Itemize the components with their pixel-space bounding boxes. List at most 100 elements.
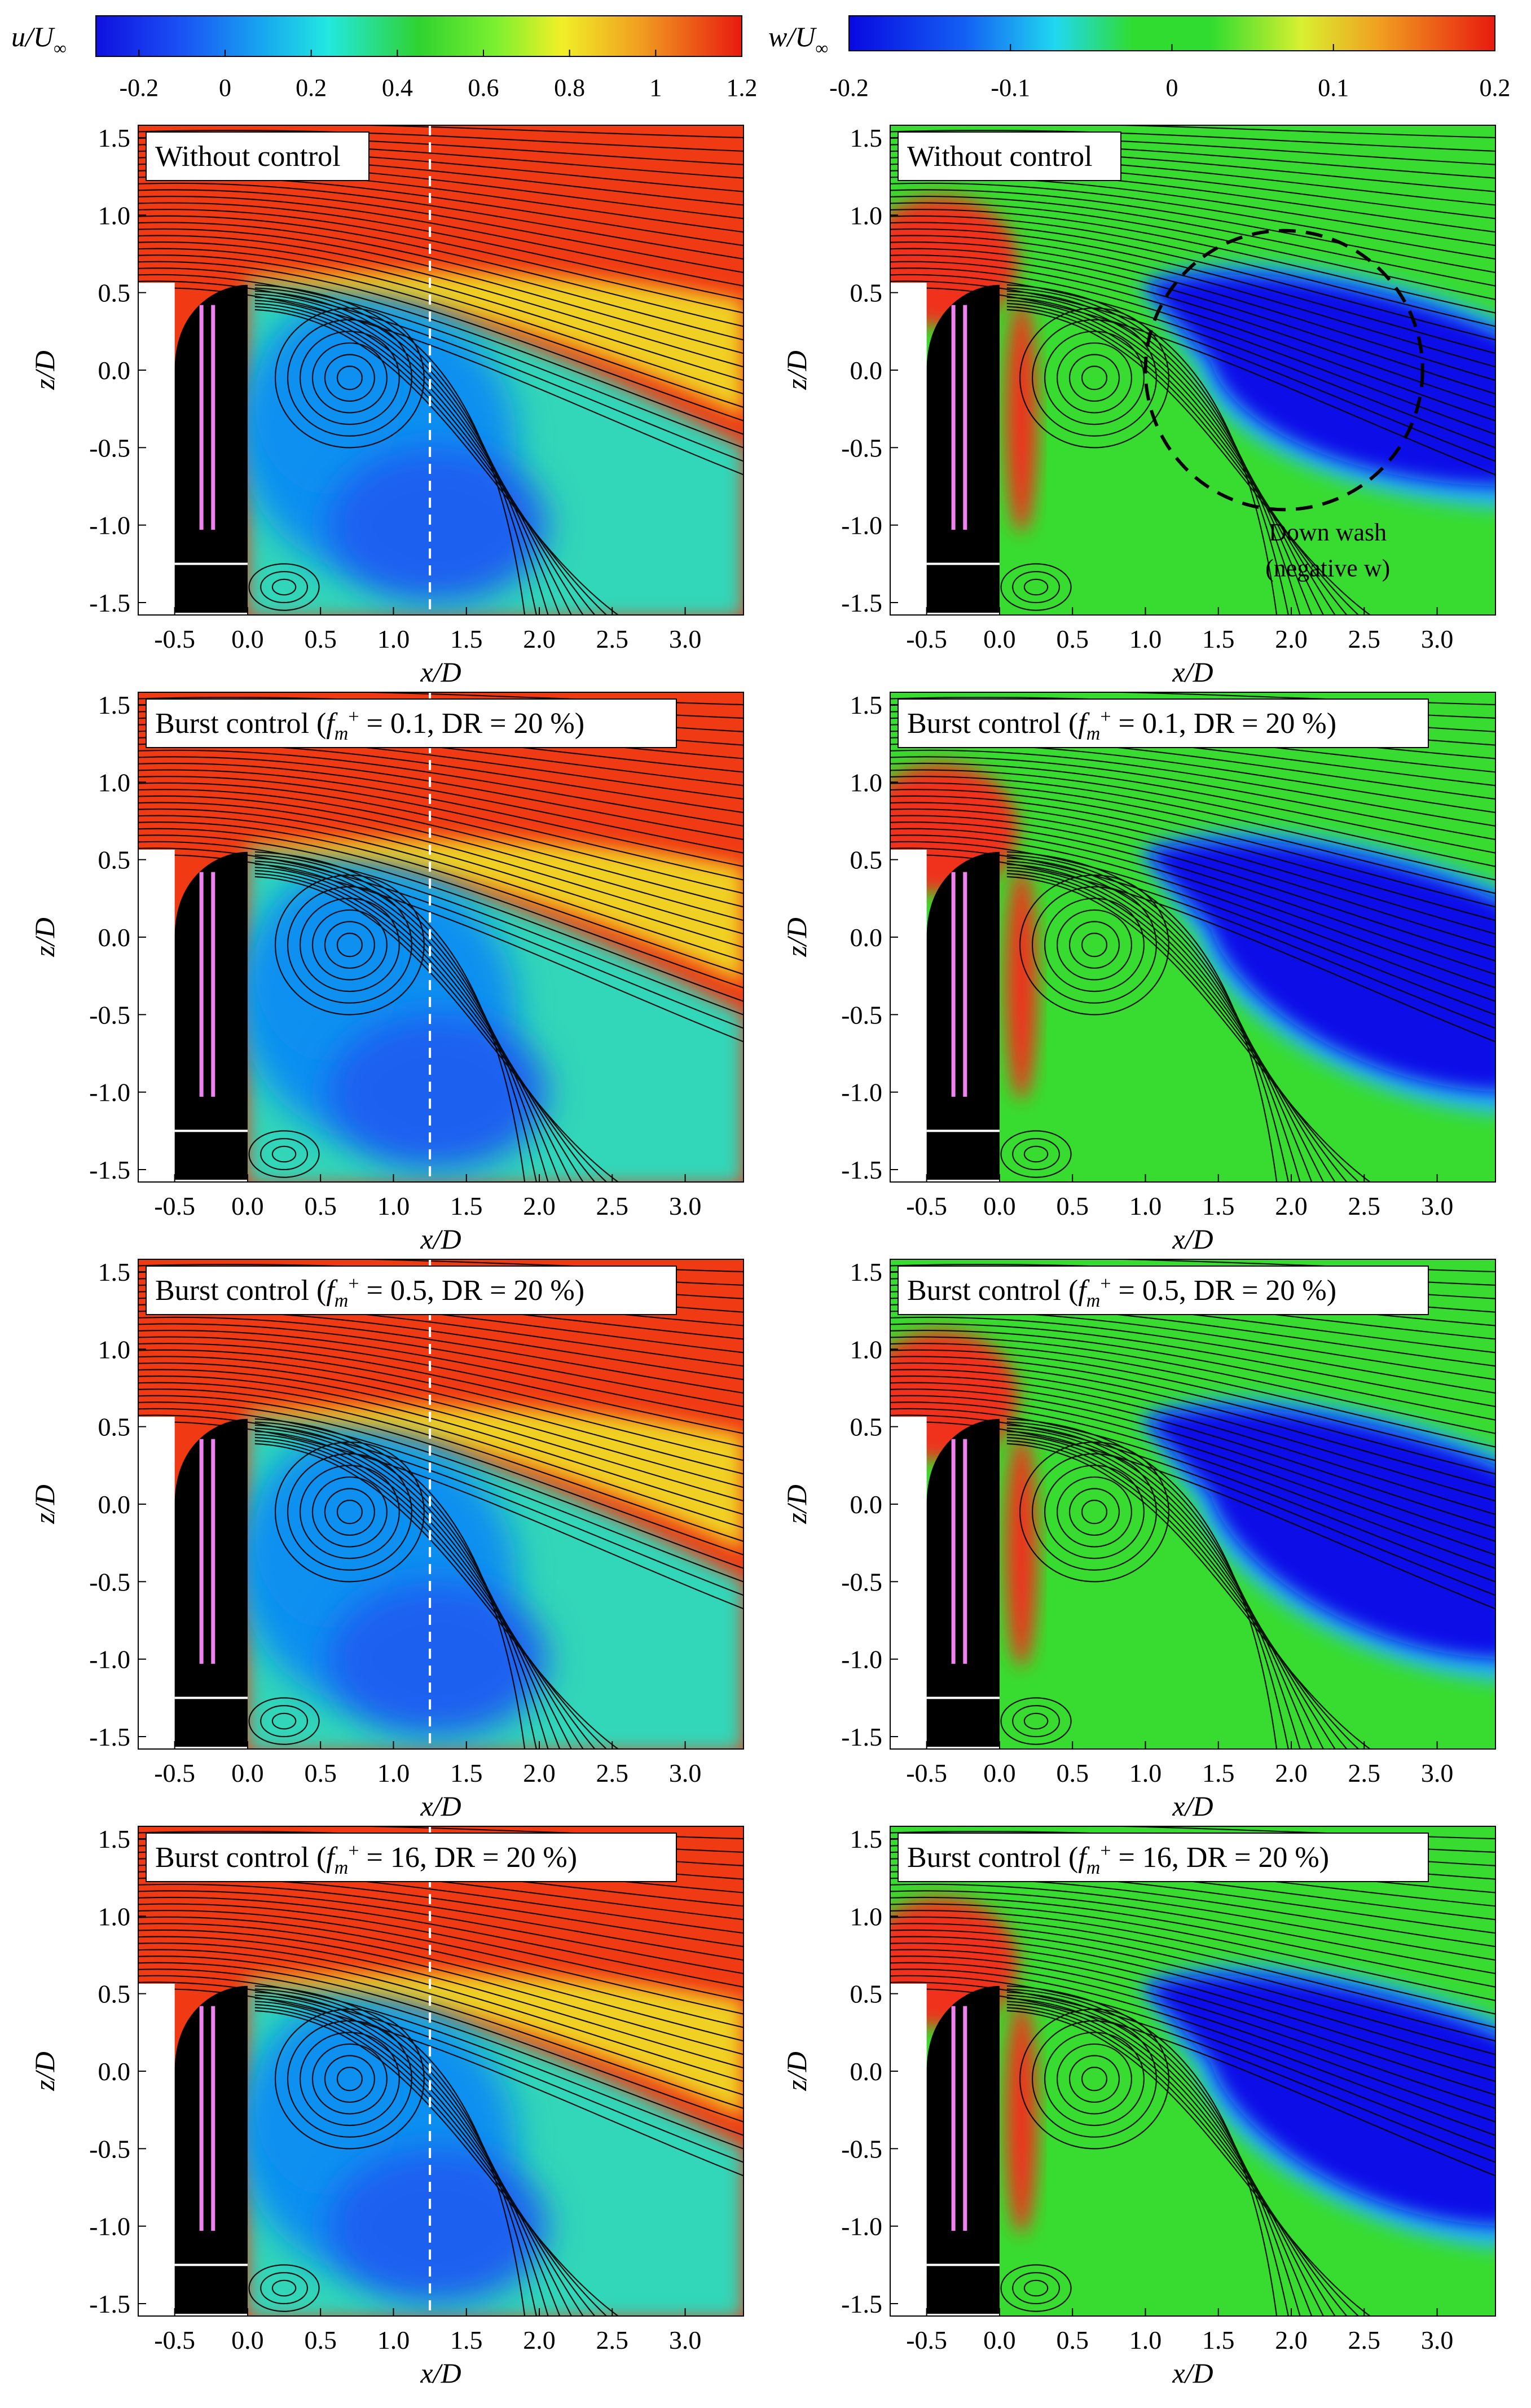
streamline <box>138 828 743 988</box>
streamline <box>890 815 1495 962</box>
streamline <box>254 1424 549 1749</box>
panel-title-text: Burst control (fm+ = 0.1, DR = 20 %) <box>155 706 584 744</box>
streamline <box>138 215 743 327</box>
actuator-strip <box>199 305 204 530</box>
streamline <box>138 1362 743 1488</box>
streamline <box>890 1388 1495 1542</box>
colorbar-w: w/U∞-0.2 -0.1 0 0.1 0.2 <box>768 15 1511 102</box>
x-tick-label: 2.0 <box>1275 1759 1308 1787</box>
vortex-streamline <box>1031 1453 1157 1571</box>
downwash-circle <box>1143 229 1424 512</box>
masked-floor <box>926 1180 1000 1182</box>
streamline <box>138 749 743 827</box>
corner-vortex-streamline <box>248 1697 320 1745</box>
streamline <box>1006 287 1289 615</box>
panel-title-text: Burst control (fm+ = 0.1, DR = 20 %) <box>907 706 1336 744</box>
y-tick-label: 1.0 <box>850 768 883 797</box>
vortex-streamline <box>1019 307 1169 449</box>
y-tick-label: 0.0 <box>850 1490 883 1519</box>
y-tick-label: -1.5 <box>89 2290 130 2318</box>
streamline <box>890 1890 1495 1975</box>
corner-vortex-streamline <box>260 570 309 604</box>
masked-region <box>890 1983 927 2316</box>
y-tick-label: 1.0 <box>98 768 131 797</box>
upwash-rear-region <box>1005 300 1037 533</box>
streamline <box>1006 1443 1371 1749</box>
x-tick-label: -0.5 <box>154 2326 195 2354</box>
streamline <box>254 1440 607 1749</box>
panel-title-text: Burst control (fm+ = 0.5, DR = 20 %) <box>907 1273 1336 1311</box>
x-axis-label: x/D <box>420 1223 461 1255</box>
x-tick-label: 1.0 <box>1129 1759 1162 1787</box>
field-u <box>138 692 743 1182</box>
x-tick-label: 1.0 <box>1129 2326 1162 2354</box>
vortex-streamline <box>1044 1465 1145 1559</box>
streamline <box>1006 2003 1348 2316</box>
actuator-strip <box>211 2006 215 2231</box>
streamline <box>138 254 743 408</box>
annotation-downwash: Down wash <box>1269 518 1387 546</box>
actuator-strip <box>951 872 956 1097</box>
x-tick-label: 0.5 <box>304 625 337 653</box>
vortex-core-region <box>254 1442 401 1628</box>
streamline <box>890 280 1495 462</box>
panel-w-row3: -0.5 0.0 0.5 1.0 1.5 2.0 2.5 3.0 1.5 1.0 0.5 0.0 -0.… <box>781 1825 1496 2389</box>
y-tick-label: -0.5 <box>89 1000 130 1029</box>
y-tick-label: -1.0 <box>841 1078 882 1107</box>
streamline <box>138 756 743 841</box>
x-tick-label: -0.5 <box>154 1759 195 1787</box>
streamline <box>254 851 526 1182</box>
streamline <box>890 834 1495 1002</box>
colorbar-tick-label: 0.6 <box>468 74 499 102</box>
panel-title-box <box>898 1833 1429 1882</box>
colorbar-label: w/U∞ <box>768 21 828 58</box>
x-tick-label: 2.0 <box>523 625 556 653</box>
streamline <box>890 808 1495 948</box>
y-axis-label: z/D <box>781 350 812 390</box>
colorbar-label: u/U∞ <box>11 21 67 58</box>
streamline <box>138 1929 743 2055</box>
x-tick-label: 0.5 <box>304 1192 337 1220</box>
streamline <box>890 1336 1495 1434</box>
y-tick-label: -1.0 <box>841 1645 882 1674</box>
y-tick-label: 0.5 <box>850 279 883 307</box>
streamline <box>890 1949 1495 2096</box>
y-tick-label: -1.0 <box>89 511 130 540</box>
x-tick-label: 3.0 <box>1421 1759 1454 1787</box>
x-axis-label: x/D <box>1172 1790 1213 1822</box>
x-tick-label: 2.5 <box>596 1192 629 1220</box>
vortex-streamline <box>274 307 425 449</box>
streamline <box>254 876 619 1182</box>
streamline <box>138 1923 743 2042</box>
streamline <box>254 1988 537 2316</box>
streamline <box>1006 854 1289 1182</box>
y-tick-label: 1.5 <box>98 124 131 152</box>
y-tick-label: 1.0 <box>850 1335 883 1364</box>
colorbar-tick-label: 0 <box>219 74 231 102</box>
shear-layer <box>247 1406 743 1551</box>
panel-title-box <box>898 131 1121 181</box>
y-tick-label: -1.5 <box>89 588 130 617</box>
streamline <box>1006 293 1313 615</box>
colorbar-tick-label: 1.2 <box>727 74 758 102</box>
panel-title-box <box>146 1265 677 1315</box>
streamline <box>890 769 1495 867</box>
y-tick-label: 0.0 <box>98 2057 131 2086</box>
streamline <box>138 1936 743 2069</box>
colorbar-tick-label: 0.2 <box>296 74 327 102</box>
y-tick-label: 0.5 <box>850 1980 883 2009</box>
streamline <box>138 202 743 300</box>
y-tick-label: -0.5 <box>841 433 882 462</box>
corner-vortex-streamline <box>1012 1704 1061 1738</box>
corner-vortex-streamline <box>1012 2271 1061 2305</box>
streamline <box>254 309 619 615</box>
vortex-streamline <box>311 909 388 981</box>
panel-title: Without control <box>898 131 1121 181</box>
panel-w-row0: Down wash (negative w) -0.5 0.0 0.5 1.0 1.5 2.0… <box>781 124 1496 688</box>
x-tick-label: 1.0 <box>377 1759 410 1787</box>
annotation-negative-w: (negative w) <box>1265 554 1390 582</box>
streamline <box>1006 1424 1301 1749</box>
vortex-streamline <box>299 1465 400 1559</box>
vortex-streamline <box>1044 898 1145 992</box>
upwash-rear-region <box>1005 867 1037 1100</box>
